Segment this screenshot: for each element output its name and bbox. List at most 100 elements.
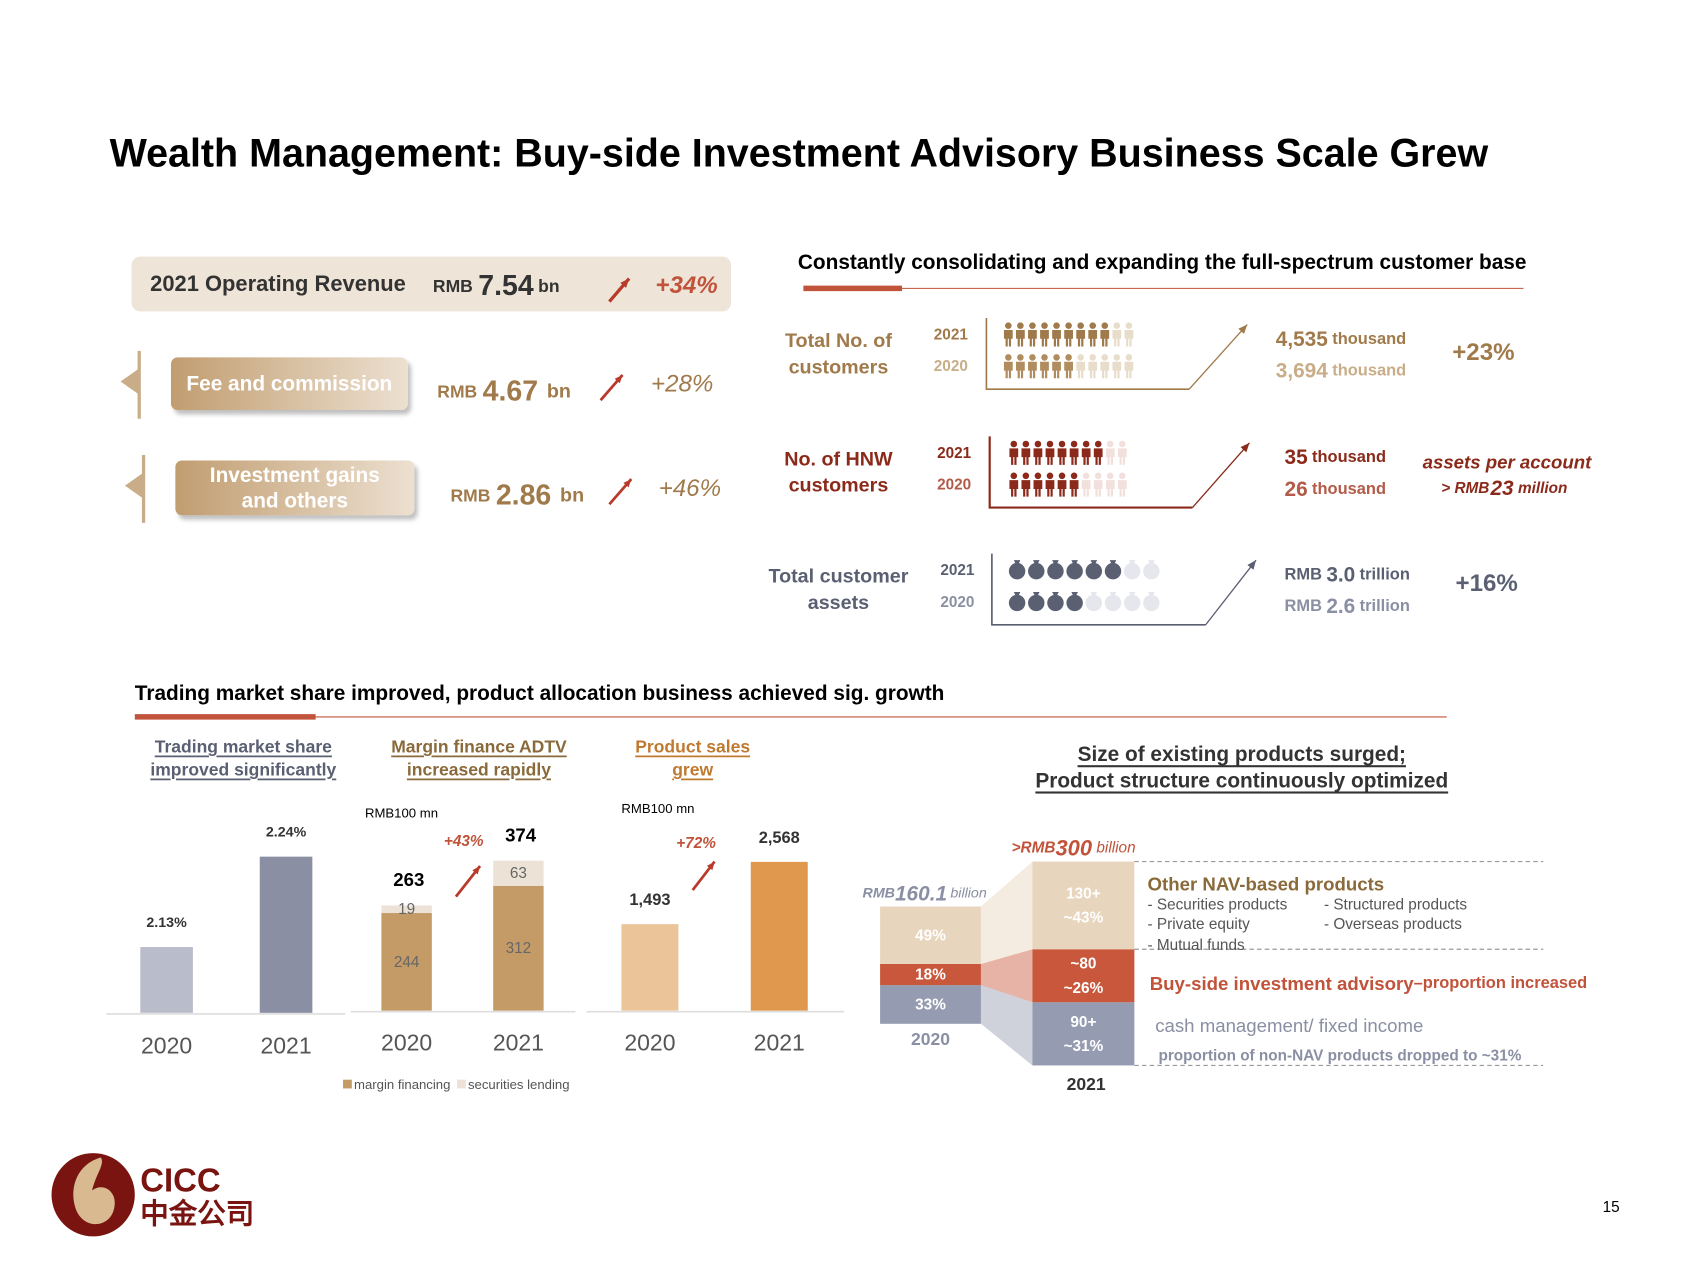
share-label-part: ~43% <box>1064 909 1104 926</box>
unit-label: RMB100 mn <box>365 805 438 820</box>
person-icon-body <box>1052 330 1061 347</box>
row-label-part: customers <box>789 356 889 378</box>
row-year: 2021 <box>940 562 975 579</box>
x-tick-label: 2021 <box>493 1029 544 1055</box>
bar-segment <box>880 906 981 964</box>
person-icon-head <box>1017 322 1024 329</box>
person-icon-body <box>1057 448 1067 465</box>
money-bag-icon <box>1066 594 1083 612</box>
segment-label: 63 <box>510 865 527 882</box>
page-number-part: 15 <box>1603 1198 1620 1215</box>
chart-title-part: Size of existing products surged; <box>1078 743 1406 766</box>
row-year-part: 2020 <box>934 358 968 375</box>
row-note-part: 23 <box>1489 476 1514 499</box>
revenue-box <box>131 256 732 312</box>
money-bag-icon <box>1143 594 1160 612</box>
person-icon-head <box>1046 440 1054 448</box>
person-icon-head <box>1005 354 1012 361</box>
row-year-part: 2021 <box>940 562 975 579</box>
person-icon-head <box>1010 472 1018 480</box>
person-icon-body <box>1117 480 1127 497</box>
revenue-button <box>170 357 408 411</box>
revenue-label-part: 2021 Operating Revenue <box>150 270 406 295</box>
share-label: 49% <box>915 927 946 944</box>
row-amount-part: thousand <box>1312 480 1386 498</box>
x-tick-label: 2020 <box>141 1033 192 1059</box>
row-label: customers <box>789 475 889 497</box>
legend-item: - Mutual funds <box>1148 936 1245 953</box>
legend-label: cash management/ fixed income <box>1155 1014 1423 1035</box>
share-label: 18% <box>915 966 946 983</box>
person-icon-body <box>1076 361 1086 379</box>
legend-item: - Private equity <box>1148 916 1251 933</box>
row-amount-part: trillion <box>1360 597 1410 615</box>
person-icon-body <box>1064 330 1073 347</box>
row-label: Total customer <box>768 566 908 588</box>
legend-item-part: - Structured products <box>1324 896 1467 913</box>
row-amount-part: 3,694 <box>1276 359 1329 382</box>
money-bag-top <box>1148 560 1155 565</box>
category-label-part: 2020 <box>911 1029 950 1049</box>
total-label: RMB160.1 billion <box>863 882 987 905</box>
bar-segment <box>880 963 981 986</box>
row-note: assets per account <box>1423 451 1593 472</box>
row-year-part: 2020 <box>937 476 971 493</box>
bar-segment <box>1032 1002 1135 1066</box>
value-label: 2.24% <box>266 825 307 841</box>
person-icon-body <box>1021 448 1031 465</box>
person-icon-body <box>1057 480 1067 497</box>
revenue-value-part: 7.54 <box>478 270 534 302</box>
revenue-value-part: bn <box>538 276 559 296</box>
money-bag-icon <box>1123 562 1141 580</box>
money-bag-icon <box>1085 594 1103 612</box>
arrow-shaft <box>1188 324 1248 390</box>
money-bag-icon <box>1066 562 1083 580</box>
row-amount-part: thousand <box>1332 362 1406 380</box>
segment-label: 244 <box>394 953 420 970</box>
row-amount: 3,694 thousand <box>1276 359 1406 382</box>
amount-label: 90+ <box>1070 1013 1096 1030</box>
unit-label: RMB100 mn <box>621 800 694 815</box>
row-year: 2021 <box>937 444 972 461</box>
revenue-item-value-part: RMB <box>450 486 490 506</box>
total-label-part: RMB <box>863 885 895 901</box>
person-icon-head <box>1034 472 1042 480</box>
page-number: 15 <box>1603 1198 1620 1215</box>
row-amount-part: thousand <box>1332 330 1406 348</box>
person-icon-body <box>1124 361 1134 379</box>
chart-title-part: improved significantly <box>150 760 336 780</box>
money-bag-top <box>1090 591 1098 597</box>
legend-label: Other NAV-based products <box>1148 873 1385 894</box>
share-label-part: ~26% <box>1064 979 1104 996</box>
section-heading-part: Trading market share improved, product a… <box>135 681 945 704</box>
legend-item: - Securities products <box>1148 896 1288 913</box>
person-icon-body <box>1028 361 1037 379</box>
person-icon-head <box>1119 440 1126 448</box>
revenue-growth-part: +34% <box>655 272 717 299</box>
segment-label-part: 63 <box>510 865 527 882</box>
total-label-part: 160.1 <box>895 882 947 905</box>
chart-title-part: increased rapidly <box>407 760 551 780</box>
revenue-item-growth-part: +28% <box>651 370 713 397</box>
person-icon-head <box>1077 354 1084 361</box>
person-icon-head <box>1101 322 1109 329</box>
person-icon-body <box>1124 330 1134 347</box>
money-bag-top <box>1148 591 1155 597</box>
bar <box>621 924 679 1011</box>
person-icon-head <box>1125 322 1133 329</box>
logo-inner <box>73 1157 115 1225</box>
person-icon-head <box>1125 354 1133 361</box>
revenue-button <box>175 460 415 516</box>
person-icon-head <box>1017 354 1024 361</box>
row-label-part: Total customer <box>768 566 908 588</box>
person-icon-head <box>1034 440 1042 448</box>
chart-title: improved significantly <box>150 760 336 780</box>
chart-title-part: Product sales <box>635 737 750 757</box>
growth-label: +43% <box>444 832 484 849</box>
row-note-part: > RMB <box>1441 479 1489 496</box>
chart-title-part: Product structure continuously optimized <box>1035 769 1448 792</box>
row-label: customers <box>789 356 889 378</box>
person-icon-head <box>1005 322 1012 329</box>
